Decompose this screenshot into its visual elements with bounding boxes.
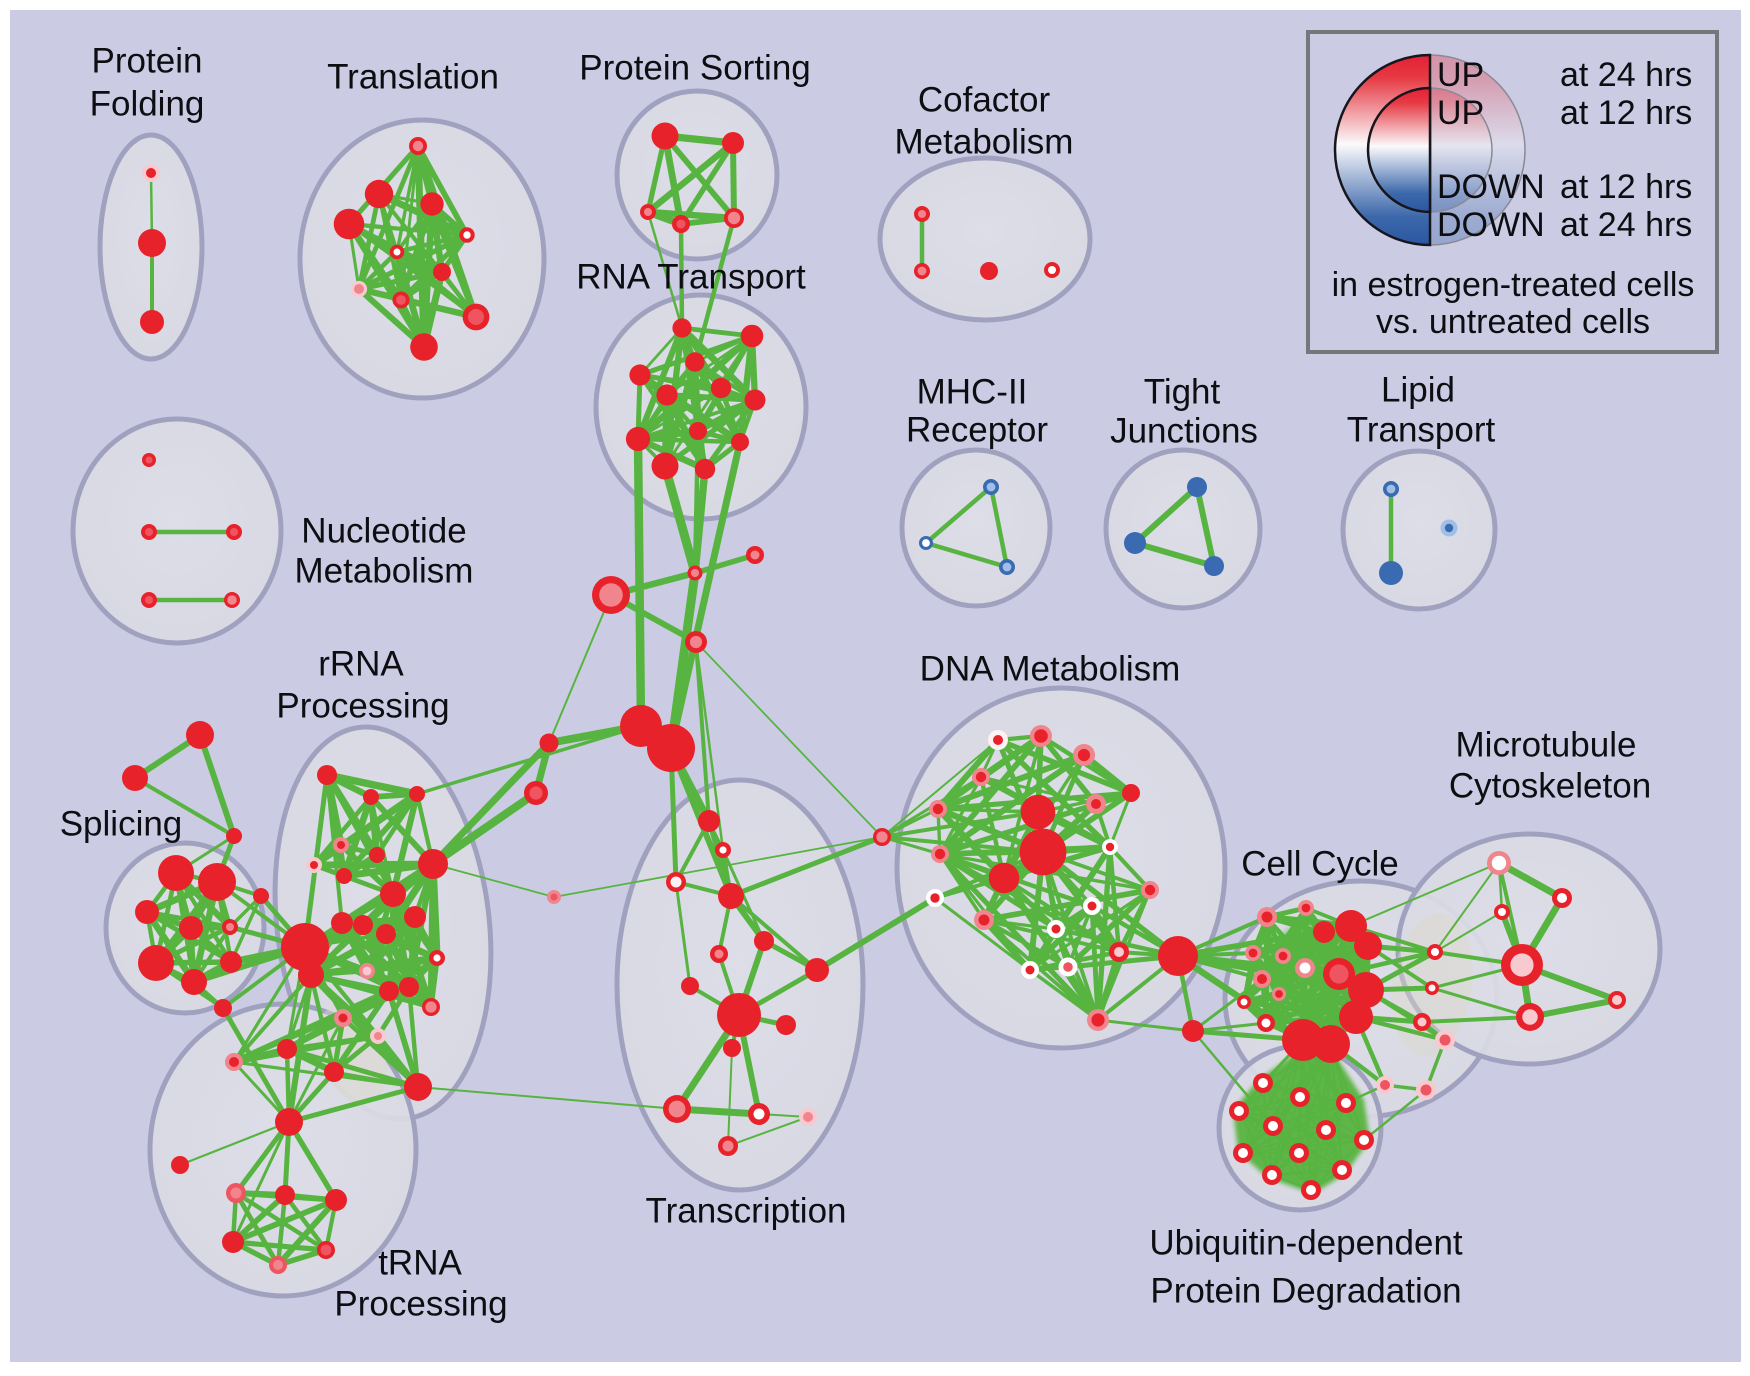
svg-text:DOWN: DOWN <box>1437 168 1545 206</box>
svg-text:DOWN: DOWN <box>1437 206 1545 244</box>
svg-text:Cytoskeleton: Cytoskeleton <box>1449 767 1651 806</box>
svg-text:Receptor: Receptor <box>906 411 1048 450</box>
svg-text:at 24 hrs: at 24 hrs <box>1560 56 1692 94</box>
svg-text:Splicing: Splicing <box>60 805 183 844</box>
svg-text:Cell Cycle: Cell Cycle <box>1241 845 1399 884</box>
svg-text:Metabolism: Metabolism <box>895 123 1074 162</box>
svg-text:Tight: Tight <box>1144 373 1221 412</box>
svg-text:in estrogen-treated cells: in estrogen-treated cells <box>1332 266 1695 304</box>
svg-text:Processing: Processing <box>334 1285 507 1324</box>
svg-text:DNA Metabolism: DNA Metabolism <box>920 650 1181 689</box>
svg-text:at 12 hrs: at 12 hrs <box>1560 168 1692 206</box>
svg-text:Nucleotide: Nucleotide <box>301 512 466 551</box>
svg-text:Processing: Processing <box>276 687 449 726</box>
svg-text:rRNA: rRNA <box>318 645 404 684</box>
svg-text:Lipid: Lipid <box>1381 371 1455 410</box>
svg-text:at 24 hrs: at 24 hrs <box>1560 206 1692 244</box>
svg-text:MHC-II: MHC-II <box>917 373 1028 412</box>
svg-text:Protein: Protein <box>92 42 203 81</box>
svg-text:Metabolism: Metabolism <box>295 552 474 591</box>
svg-text:Protein Degradation: Protein Degradation <box>1150 1272 1461 1311</box>
svg-text:vs. untreated cells: vs. untreated cells <box>1376 303 1650 341</box>
svg-text:Cofactor: Cofactor <box>918 81 1051 120</box>
svg-text:UP: UP <box>1437 56 1484 94</box>
svg-text:Translation: Translation <box>327 58 499 97</box>
svg-text:at 12 hrs: at 12 hrs <box>1560 94 1692 132</box>
svg-text:tRNA: tRNA <box>378 1244 462 1283</box>
svg-text:UP: UP <box>1437 94 1484 132</box>
svg-text:Transport: Transport <box>1347 411 1496 450</box>
svg-text:Folding: Folding <box>90 85 205 124</box>
svg-text:RNA Transport: RNA Transport <box>576 258 806 297</box>
svg-text:Microtubule: Microtubule <box>1456 726 1637 765</box>
svg-text:Ubiquitin-dependent: Ubiquitin-dependent <box>1149 1224 1463 1263</box>
svg-text:Junctions: Junctions <box>1110 412 1258 451</box>
svg-text:Transcription: Transcription <box>646 1192 847 1231</box>
svg-text:Protein Sorting: Protein Sorting <box>579 49 811 88</box>
